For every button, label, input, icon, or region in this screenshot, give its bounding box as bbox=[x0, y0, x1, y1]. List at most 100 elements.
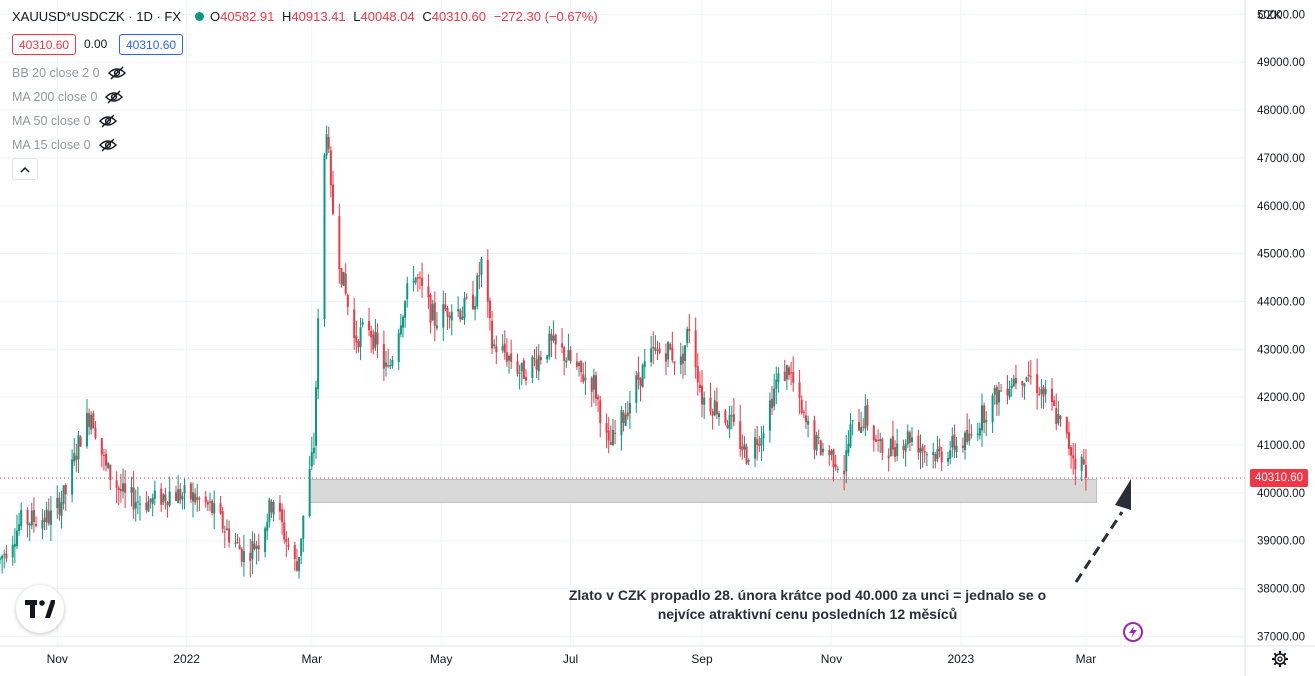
candle-body bbox=[607, 430, 610, 441]
candle-body bbox=[457, 309, 460, 312]
candle-body bbox=[130, 487, 133, 493]
sell-price-box[interactable]: 40310.60 bbox=[12, 34, 77, 55]
candle-body bbox=[115, 480, 118, 488]
gear-icon[interactable] bbox=[1271, 650, 1289, 668]
candle-body bbox=[1072, 455, 1075, 459]
indicator-bb[interactable]: BB 20 close 2 0 bbox=[12, 66, 126, 83]
candle-body bbox=[696, 366, 699, 383]
candle-body bbox=[77, 434, 80, 460]
indicator-ma50[interactable]: MA 50 close 0 bbox=[12, 114, 117, 131]
candle-body bbox=[206, 501, 209, 505]
candle-body bbox=[266, 521, 269, 531]
indicator-ma200[interactable]: MA 200 close 0 bbox=[12, 90, 124, 107]
candle-body bbox=[919, 448, 922, 453]
candle-body bbox=[904, 443, 907, 452]
candle-body bbox=[872, 425, 875, 441]
candle-body bbox=[225, 528, 228, 530]
candle-body bbox=[953, 434, 956, 450]
candle-body bbox=[162, 494, 165, 503]
candle-body bbox=[584, 377, 587, 381]
candle-body bbox=[703, 397, 706, 405]
eye-off-icon[interactable] bbox=[98, 114, 117, 131]
candle-body bbox=[849, 424, 852, 447]
price-axis[interactable]: 37000.00 38000.00 39000.00 40000.00 41000.00… bbox=[1257, 9, 1305, 643]
candle-body bbox=[1010, 385, 1013, 389]
candle-body bbox=[993, 387, 996, 395]
candle-body bbox=[991, 395, 994, 423]
candle-body bbox=[268, 499, 271, 522]
candle-body bbox=[709, 397, 712, 412]
x-tick-label: May bbox=[430, 652, 453, 666]
candle-body bbox=[90, 414, 93, 430]
candle-body bbox=[654, 347, 657, 351]
candle-body bbox=[416, 277, 419, 279]
y-tick-label: 37000.00 bbox=[1257, 631, 1305, 643]
candle-body bbox=[346, 294, 349, 307]
candle-body bbox=[357, 341, 360, 348]
candle-body bbox=[501, 345, 504, 351]
candle-body bbox=[815, 435, 818, 451]
y-tick-label: 47000.00 bbox=[1257, 153, 1305, 165]
time-axis[interactable]: Nov 2022 Mar May Jul Sep Nov 2023 Mar bbox=[47, 652, 1097, 666]
candle-body bbox=[145, 502, 148, 510]
candle-body bbox=[546, 355, 549, 360]
candle-body bbox=[418, 277, 421, 279]
x-tick-label: Mar bbox=[301, 652, 322, 666]
candle-body bbox=[531, 356, 534, 378]
lightning-icon[interactable] bbox=[1123, 622, 1143, 642]
candle-body bbox=[879, 438, 882, 442]
open-value: 40582.91 bbox=[220, 9, 275, 24]
support-band bbox=[309, 478, 1098, 503]
candle-body bbox=[1, 555, 4, 559]
candle-body bbox=[754, 437, 757, 459]
collapse-indicators-button[interactable] bbox=[12, 158, 38, 180]
candle-body bbox=[1038, 393, 1041, 395]
candle-body bbox=[240, 548, 243, 562]
candle-body bbox=[681, 353, 684, 364]
candle-body bbox=[1027, 374, 1030, 377]
candle-body bbox=[1012, 378, 1015, 387]
candle-body bbox=[864, 405, 867, 429]
candle-body bbox=[524, 377, 527, 381]
candle-body bbox=[857, 421, 860, 431]
candle-body bbox=[775, 379, 778, 389]
candle-body bbox=[151, 497, 154, 504]
candle-body bbox=[599, 400, 602, 424]
candle-body bbox=[0, 558, 1, 560]
candle-body bbox=[298, 557, 301, 572]
candle-body bbox=[1082, 459, 1085, 465]
tradingview-logo-icon[interactable] bbox=[16, 585, 64, 633]
indicator-label: MA 200 close 0 bbox=[12, 90, 98, 104]
candle-body bbox=[785, 365, 788, 380]
candle-body bbox=[412, 281, 415, 283]
candle-body bbox=[387, 365, 390, 367]
candle-body bbox=[124, 483, 127, 493]
eye-off-icon[interactable] bbox=[105, 90, 124, 107]
candle-body bbox=[548, 333, 551, 357]
candle-body bbox=[887, 455, 890, 459]
candle-body bbox=[300, 538, 303, 556]
candle-body bbox=[134, 502, 137, 509]
candle-body bbox=[1040, 389, 1043, 394]
indicator-ma15[interactable]: MA 15 close 0 bbox=[12, 138, 117, 155]
candle-body bbox=[773, 388, 776, 407]
buy-price-box[interactable]: 40310.60 bbox=[119, 34, 184, 55]
candle-body bbox=[480, 258, 483, 275]
candle-body bbox=[1000, 390, 1003, 392]
x-tick-label: Mar bbox=[1076, 652, 1097, 666]
symbol-title[interactable]: XAUUSD*USDCZK · 1D · FX bbox=[12, 9, 182, 24]
candle-body bbox=[732, 414, 735, 423]
candle-body bbox=[45, 509, 48, 523]
candle-body bbox=[376, 332, 379, 345]
candle-body bbox=[701, 385, 704, 405]
candle-body bbox=[323, 154, 326, 320]
candle-body bbox=[60, 502, 63, 517]
eye-off-icon[interactable] bbox=[98, 138, 117, 155]
low-value: 40048.04 bbox=[360, 9, 415, 24]
eye-off-icon[interactable] bbox=[107, 66, 126, 83]
x-tick-label: Sep bbox=[691, 652, 713, 666]
candle-body bbox=[605, 423, 608, 433]
y-tick-label: 48000.00 bbox=[1257, 105, 1305, 117]
y-tick-label: 39000.00 bbox=[1257, 536, 1305, 548]
